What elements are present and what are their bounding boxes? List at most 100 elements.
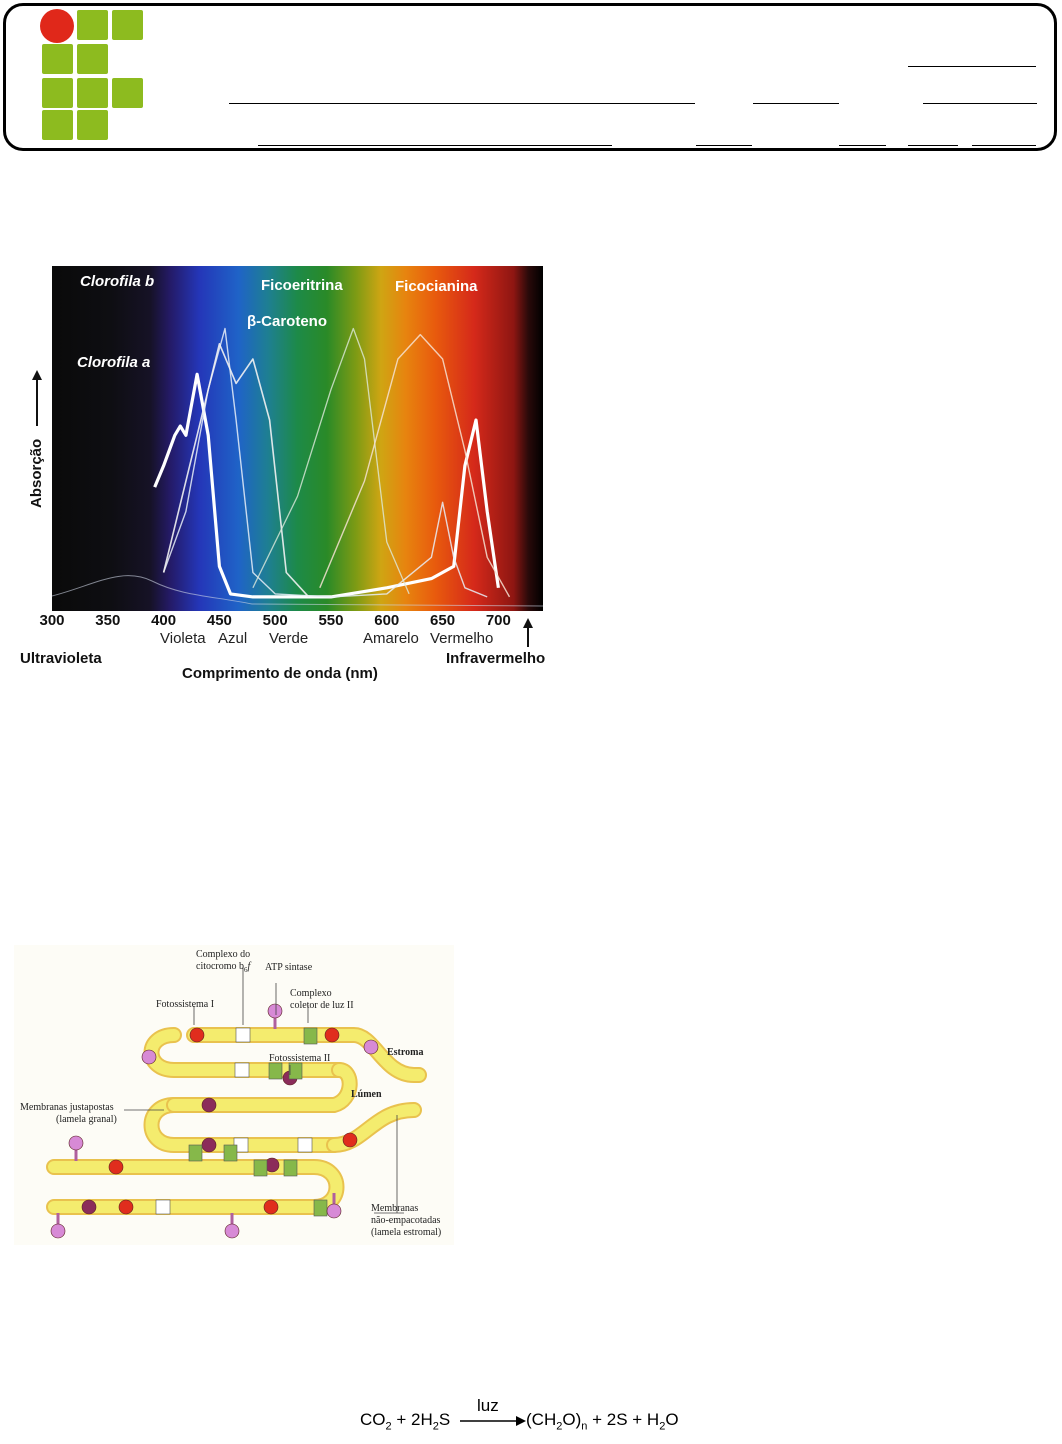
- x-tick-label: 700: [485, 612, 511, 629]
- ultraviolet-label: Ultravioleta: [20, 650, 102, 667]
- light-harvesting-complex: [253, 1159, 268, 1177]
- blank-line[interactable]: [972, 145, 1036, 146]
- color-region-label: Violeta: [160, 630, 206, 647]
- reactants: CO2 + 2H2S: [360, 1410, 451, 1433]
- atp-synthase: [224, 1223, 240, 1239]
- blank-line[interactable]: [923, 103, 1037, 104]
- diagram-label: coletor de luz II: [290, 1000, 354, 1011]
- diagram-label: Membranas justapostas: [20, 1102, 114, 1113]
- blank-line[interactable]: [258, 145, 612, 146]
- series-label: Clorofila b: [80, 273, 155, 290]
- y-axis-arrow-icon: [32, 370, 42, 426]
- cytochrome-b6f-complex: [297, 1137, 313, 1153]
- logo-square: [77, 110, 108, 140]
- photosystem-i: [342, 1132, 358, 1148]
- series-label: Ficocianina: [395, 278, 478, 295]
- photosystem-i: [324, 1027, 340, 1043]
- membrane-segment: [145, 1099, 340, 1151]
- diagram-label: não-empacotadas: [371, 1215, 441, 1226]
- diagram-label: ATP sintase: [265, 962, 313, 973]
- diagram-label: Fotossistema II: [269, 1053, 331, 1064]
- light-harvesting-complex: [313, 1199, 328, 1217]
- logo-square: [42, 78, 73, 108]
- baseline-curve: [52, 575, 543, 607]
- x-tick-label: 350: [95, 612, 121, 629]
- y-axis-label: Absorção: [28, 438, 45, 508]
- logo-square: [77, 44, 108, 74]
- blank-line[interactable]: [696, 145, 752, 146]
- diagram-label: (lamela estromal): [371, 1227, 442, 1238]
- logo-square: [112, 10, 143, 40]
- chemical-equation: CO2 + 2H2S luz (CH2O)n + 2S + H2O: [360, 1396, 720, 1440]
- x-tick-label: 600: [374, 612, 400, 629]
- atp-synthase: [326, 1203, 342, 1219]
- diagram-label: Fotossistema I: [156, 999, 215, 1010]
- logo-square: [77, 78, 108, 108]
- photosystem-ii: [81, 1199, 97, 1215]
- x-tick-label: 300: [39, 612, 65, 629]
- atp-synthase: [363, 1039, 379, 1055]
- membrane-segment: [188, 1029, 425, 1081]
- cytochrome-b6f-complex: [234, 1062, 250, 1078]
- thylakoid-membrane-diagram: Complexo do citocromo b6f ATP sintase Fo…: [14, 945, 454, 1245]
- diagram-label: Complexo do: [196, 949, 251, 960]
- infrared-arrow-icon: [523, 618, 533, 647]
- x-tick-label: 550: [318, 612, 344, 629]
- series-line: [162, 343, 310, 598]
- diagram-label: (lamela granal): [56, 1114, 117, 1125]
- diagram-label: Lúmen: [351, 1089, 382, 1100]
- blank-line[interactable]: [839, 145, 886, 146]
- absorption-spectrum-chart: Clorofila b Clorofila a β-Caroteno Ficoe…: [20, 258, 568, 688]
- series-line: [252, 327, 410, 595]
- diagram-label: Complexo: [290, 988, 332, 999]
- institution-logo: [40, 9, 145, 142]
- color-region-label: Azul: [218, 630, 248, 647]
- infrared-label: Infravermelho: [446, 650, 546, 667]
- light-harvesting-complex: [283, 1159, 298, 1177]
- atp-synthase: [50, 1223, 66, 1239]
- cytochrome-b6f-complex: [155, 1199, 171, 1215]
- logo-red-dot: [40, 9, 74, 43]
- logo-square: [42, 44, 73, 74]
- photosystem-i: [108, 1159, 124, 1175]
- light-harvesting-complex: [223, 1144, 238, 1162]
- photosystem-i: [263, 1199, 279, 1215]
- photosystem-i: [189, 1027, 205, 1043]
- thylakoid-drawing: [14, 945, 454, 1245]
- atp-synthase: [267, 1003, 283, 1019]
- photosystem-i: [118, 1199, 134, 1215]
- light-harvesting-complex: [288, 1062, 303, 1080]
- diagram-label: Estroma: [387, 1047, 424, 1058]
- cytochrome-b6f-complex: [235, 1027, 251, 1043]
- logo-square: [42, 110, 73, 140]
- membrane-segment: [328, 1104, 420, 1151]
- x-tick-label: 650: [430, 612, 456, 629]
- series-label: Clorofila a: [77, 354, 151, 371]
- membrane-segment: [168, 1064, 356, 1111]
- series-line: [153, 372, 500, 599]
- products: (CH2O)n + 2S + H2O: [526, 1410, 679, 1433]
- x-tick-label: 450: [206, 612, 232, 629]
- blank-line[interactable]: [229, 103, 695, 104]
- diagram-label: Membranas: [371, 1203, 419, 1214]
- logo-square: [77, 10, 108, 40]
- atp-synthase: [68, 1135, 84, 1151]
- series-label: β-Caroteno: [247, 313, 327, 330]
- atp-synthase: [141, 1049, 157, 1065]
- color-region-label: Amarelo: [363, 630, 419, 647]
- light-harvesting-complex: [268, 1062, 283, 1080]
- series-line: [319, 333, 511, 598]
- logo-square: [112, 78, 143, 108]
- reaction-arrow-icon: [460, 1416, 526, 1426]
- spectrum-curves: [52, 327, 543, 607]
- x-axis-label: Comprimento de onda (nm): [182, 665, 378, 682]
- header-box: [3, 3, 1057, 151]
- reaction-condition: luz: [477, 1396, 499, 1415]
- blank-line[interactable]: [908, 145, 958, 146]
- blank-line[interactable]: [753, 103, 839, 104]
- x-tick-label: 500: [262, 612, 288, 629]
- light-harvesting-complex: [188, 1144, 203, 1162]
- light-harvesting-complex: [303, 1027, 318, 1045]
- spectrum-background: [52, 266, 543, 611]
- blank-line[interactable]: [908, 66, 1036, 67]
